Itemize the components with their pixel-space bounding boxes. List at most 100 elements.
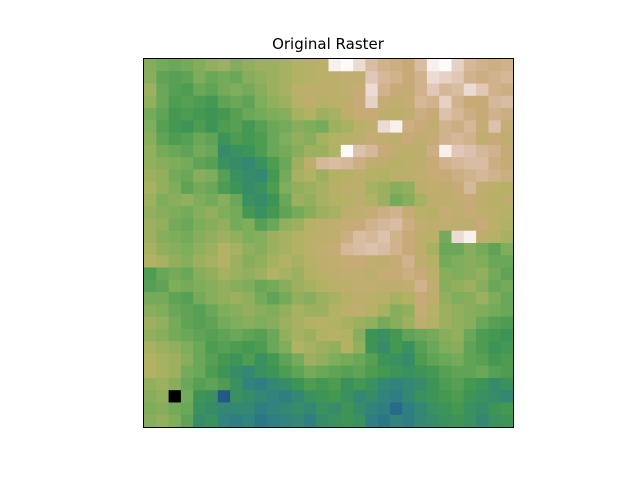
raster-cell <box>230 120 243 134</box>
raster-cell <box>488 267 502 281</box>
raster-cell <box>180 292 194 305</box>
raster-cell <box>500 402 514 416</box>
raster-cell <box>500 206 514 220</box>
raster-cell <box>439 218 453 232</box>
raster-cell <box>205 292 219 305</box>
raster-cell <box>476 95 489 109</box>
raster-cell <box>217 132 231 146</box>
raster-cell <box>390 193 403 207</box>
raster-cell <box>144 59 157 72</box>
raster-cell <box>217 59 231 72</box>
raster-cell <box>291 193 305 207</box>
raster-cell <box>365 59 379 72</box>
raster-cell <box>463 377 477 391</box>
raster-cell <box>451 414 465 428</box>
raster-cell <box>451 95 465 109</box>
raster-cell <box>476 218 489 232</box>
raster-cell <box>377 292 391 305</box>
raster-cell <box>144 132 157 146</box>
raster-cell <box>377 316 391 330</box>
raster-cell <box>156 292 170 305</box>
raster-cell <box>291 181 305 195</box>
raster-cell <box>488 157 502 170</box>
raster-cell <box>488 59 502 72</box>
raster-cell <box>500 377 514 391</box>
raster-cell <box>230 169 243 183</box>
raster-cell <box>303 108 317 121</box>
raster-cell <box>279 377 293 391</box>
raster-cell <box>279 71 293 85</box>
raster-cell <box>316 230 330 244</box>
raster-cell <box>316 279 330 293</box>
raster-cell <box>328 206 342 220</box>
raster-cell <box>291 316 305 330</box>
raster-cell <box>365 83 379 97</box>
raster-cell <box>279 230 293 244</box>
raster-cell <box>144 353 157 367</box>
raster-cell <box>451 377 465 391</box>
raster-cell <box>390 292 403 305</box>
raster-cell <box>144 206 157 220</box>
raster-cell <box>402 108 416 121</box>
raster-cell <box>217 181 231 195</box>
raster-cell <box>242 218 256 232</box>
raster-cell <box>390 230 403 244</box>
raster-cell <box>340 120 354 134</box>
raster-cell <box>353 169 366 183</box>
raster-cell <box>156 95 170 109</box>
raster-cell <box>328 193 342 207</box>
raster-cell <box>230 304 243 318</box>
raster-cell <box>144 181 157 195</box>
raster-cell <box>340 230 354 244</box>
raster-cell <box>451 390 465 404</box>
raster-cell <box>291 71 305 85</box>
raster-cell <box>193 157 207 170</box>
raster-cell <box>156 243 170 256</box>
raster-cell <box>316 132 330 146</box>
raster-cell <box>426 59 440 72</box>
raster-cell <box>353 341 366 354</box>
raster-cell <box>426 267 440 281</box>
raster-cell <box>168 267 182 281</box>
raster-cell <box>242 193 256 207</box>
raster-cell <box>426 83 440 97</box>
raster-cell <box>328 169 342 183</box>
raster-cell <box>267 230 280 244</box>
raster-cell <box>303 365 317 379</box>
raster-cell <box>328 341 342 354</box>
raster-cell <box>340 218 354 232</box>
raster-cell <box>230 108 243 121</box>
raster-cell <box>414 193 428 207</box>
raster-cell <box>377 71 391 85</box>
raster-cell <box>390 95 403 109</box>
raster-cell <box>488 292 502 305</box>
raster-cell <box>365 144 379 158</box>
raster-cell <box>267 402 280 416</box>
raster-cell <box>267 243 280 256</box>
raster-cell <box>254 316 268 330</box>
raster-cell <box>402 169 416 183</box>
raster-cell <box>402 255 416 269</box>
raster-cell <box>426 120 440 134</box>
raster-cell <box>242 279 256 293</box>
raster-cell <box>402 390 416 404</box>
raster-cell <box>267 255 280 269</box>
raster-cell <box>500 120 514 134</box>
raster-cell <box>353 255 366 269</box>
raster-cell <box>267 316 280 330</box>
raster-cell <box>254 157 268 170</box>
raster-cell <box>144 316 157 330</box>
raster-cell <box>377 304 391 318</box>
raster-cell <box>217 353 231 367</box>
raster-cell <box>476 316 489 330</box>
raster-cell <box>291 120 305 134</box>
raster-cell <box>340 95 354 109</box>
raster-cell <box>439 328 453 342</box>
raster-cell <box>426 365 440 379</box>
raster-cell <box>168 390 182 404</box>
raster-cell <box>279 304 293 318</box>
raster-cell <box>217 108 231 121</box>
raster-cell <box>144 402 157 416</box>
raster-cell <box>230 377 243 391</box>
raster-cell <box>267 377 280 391</box>
